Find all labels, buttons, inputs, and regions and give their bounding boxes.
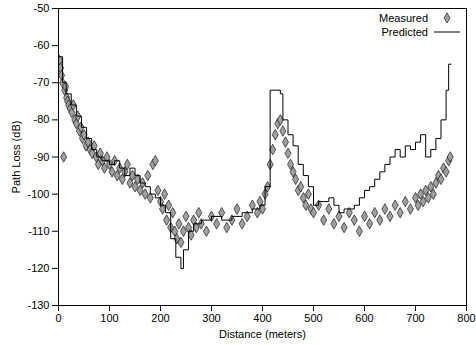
svg-text:-130: -130 [27,299,49,311]
svg-text:-120: -120 [27,262,49,274]
svg-text:-110: -110 [28,225,49,237]
svg-text:600: 600 [355,312,373,324]
svg-text:500: 500 [304,312,322,324]
svg-text:-50: -50 [34,2,50,14]
svg-text:700: 700 [406,312,424,324]
svg-text:800: 800 [457,312,475,324]
svg-text:-60: -60 [34,39,50,51]
svg-text:-100: -100 [27,188,49,200]
svg-text:-70: -70 [34,76,50,88]
svg-text:300: 300 [202,312,220,324]
svg-text:400: 400 [253,312,271,324]
svg-text:100: 100 [100,312,118,324]
svg-text:-80: -80 [34,113,50,125]
svg-text:Measured: Measured [379,12,428,24]
svg-text:200: 200 [151,312,169,324]
svg-text:-90: -90 [34,151,50,163]
svg-text:Distance (meters): Distance (meters) [219,328,306,340]
svg-text:Path Loss (dB): Path Loss (dB) [10,121,22,194]
svg-text:0: 0 [55,312,61,324]
svg-text:Predicted: Predicted [382,26,428,38]
